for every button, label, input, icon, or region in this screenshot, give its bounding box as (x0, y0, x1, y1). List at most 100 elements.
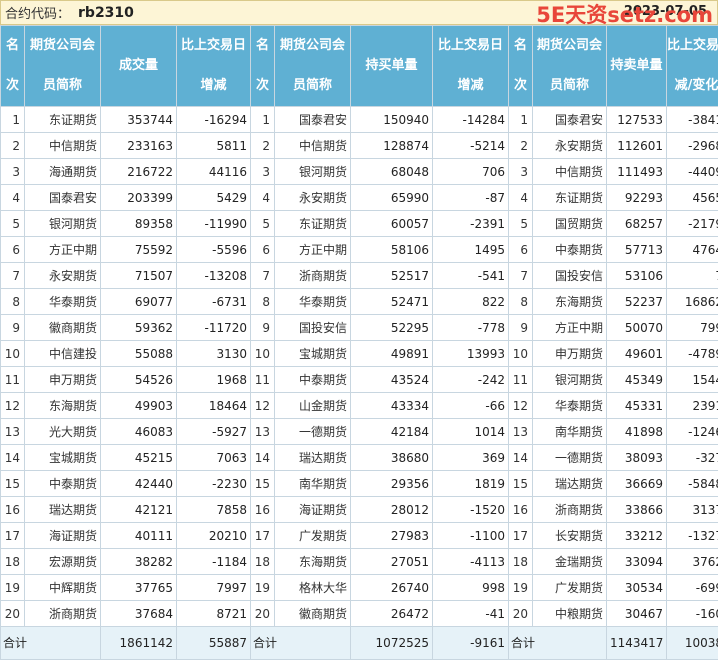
long-change-value: -1100 (432, 522, 509, 549)
long-value: 49891 (350, 340, 433, 367)
rank-cell: 1 (508, 106, 533, 133)
member-name: 申万期货 (24, 366, 101, 393)
rank-cell: 7 (250, 262, 275, 289)
member-name: 银河期货 (24, 210, 101, 237)
contract-label: 合约代码： (5, 7, 71, 22)
volume-change-value: 7063 (176, 444, 251, 471)
long-change-value: -5214 (432, 132, 509, 159)
short-change-value: 799 (666, 314, 718, 341)
rank-cell: 20 (0, 600, 25, 627)
volume-change-value: 18464 (176, 392, 251, 419)
table-row: 3 海通期货 216722 44116 3 银河期货 68048 706 3 中信期货 111493… (0, 158, 718, 185)
rank-cell: 9 (508, 314, 533, 341)
rank-cell: 20 (250, 600, 275, 627)
long-change-value: 998 (432, 574, 509, 601)
member-name: 东海期货 (24, 392, 101, 419)
contract-bar: 合约代码： rb2310 2023-07-05 5E天资setz.com (0, 0, 718, 27)
volume-change-value: 8721 (176, 600, 251, 627)
col-rank-short: 名次 (508, 25, 533, 107)
member-name: 格林大华 (274, 574, 351, 601)
volume-value: 46083 (100, 418, 177, 445)
volume-change-value: -11720 (176, 314, 251, 341)
long-change-value: 1495 (432, 236, 509, 263)
rank-cell: 18 (508, 548, 533, 575)
member-name: 银河期货 (274, 158, 351, 185)
rank-cell: 17 (0, 522, 25, 549)
rank-cell: 2 (250, 132, 275, 159)
rank-cell: 16 (250, 496, 275, 523)
rank-cell: 4 (0, 184, 25, 211)
short-value: 52237 (606, 288, 667, 315)
member-name: 金瑞期货 (532, 548, 607, 575)
volume-value: 37684 (100, 600, 177, 627)
long-value: 52471 (350, 288, 433, 315)
member-name: 东证期货 (274, 210, 351, 237)
long-change-value: -242 (432, 366, 509, 393)
member-name: 浙商期货 (24, 600, 101, 627)
long-value: 43334 (350, 392, 433, 419)
volume-value: 40111 (100, 522, 177, 549)
volume-change-value: 7997 (176, 574, 251, 601)
rank-cell: 19 (0, 574, 25, 601)
table-row: 16 瑞达期货 42121 7858 16 海证期货 28012 -1520 16 浙商期货 338… (0, 496, 718, 523)
volume-change-value: -16294 (176, 106, 251, 133)
rank-cell: 10 (250, 340, 275, 367)
member-name: 国投安信 (274, 314, 351, 341)
short-value: 45331 (606, 392, 667, 419)
member-name: 国泰君安 (532, 106, 607, 133)
table-row: 13 光大期货 46083 -5927 13 一德期货 42184 1014 13 南华期货 418… (0, 418, 718, 445)
short-value: 33094 (606, 548, 667, 575)
short-change-value: -2968 (666, 132, 718, 159)
col-volume-change: 比上交易日 增减 (176, 25, 251, 107)
rank-cell: 17 (250, 522, 275, 549)
table-row: 1 东证期货 353744 -16294 1 国泰君安 150940 -14284 1 国泰君安 1… (0, 106, 718, 133)
member-name: 徽商期货 (24, 314, 101, 341)
short-change-value: -699 (666, 574, 718, 601)
rank-cell: 6 (508, 236, 533, 263)
long-change-value: -66 (432, 392, 509, 419)
short-value: 50070 (606, 314, 667, 341)
long-change-value: -2391 (432, 210, 509, 237)
member-name: 一德期货 (274, 418, 351, 445)
member-name: 银河期货 (532, 366, 607, 393)
long-value: 26472 (350, 600, 433, 627)
table-row: 6 方正中期 75592 -5596 6 方正中期 58106 1495 6 中泰期货 57713 4… (0, 236, 718, 263)
member-name: 国泰君安 (24, 184, 101, 211)
rank-cell: 2 (0, 132, 25, 159)
rank-cell: 19 (250, 574, 275, 601)
short-value: 41898 (606, 418, 667, 445)
rank-cell: 15 (508, 470, 533, 497)
member-name: 宝城期货 (274, 340, 351, 367)
long-change-value: 1819 (432, 470, 509, 497)
rank-cell: 20 (508, 600, 533, 627)
table-row: 4 国泰君安 203399 5429 4 永安期货 65990 -87 4 东证期货 92293 45… (0, 184, 718, 211)
long-value: 68048 (350, 158, 433, 185)
total-short-change: 10038 (666, 626, 718, 660)
rank-cell: 7 (0, 262, 25, 289)
volume-change-value: -13208 (176, 262, 251, 289)
member-name: 华泰期货 (24, 288, 101, 315)
short-change-value: 4764 (666, 236, 718, 263)
rank-cell: 8 (508, 288, 533, 315)
short-change-value: 1544 (666, 366, 718, 393)
short-value: 112601 (606, 132, 667, 159)
rank-cell: 3 (0, 158, 25, 185)
rank-cell: 1 (0, 106, 25, 133)
long-value: 52517 (350, 262, 433, 289)
short-change-value: -1327 (666, 522, 718, 549)
rank-cell: 5 (250, 210, 275, 237)
long-change-value: -14284 (432, 106, 509, 133)
rank-cell: 16 (0, 496, 25, 523)
member-name: 中信期货 (274, 132, 351, 159)
member-name: 南华期货 (274, 470, 351, 497)
table-row: 18 宏源期货 38282 -1184 18 东海期货 27051 -4113 18 金瑞期货 33… (0, 548, 718, 575)
total-volume-change: 55887 (176, 626, 251, 660)
rank-cell: 3 (508, 158, 533, 185)
rank-cell: 12 (508, 392, 533, 419)
rank-cell: 5 (0, 210, 25, 237)
rank-cell: 13 (508, 418, 533, 445)
table-row: 10 中信建投 55088 3130 10 宝城期货 49891 13993 10 申万期货 496… (0, 340, 718, 367)
long-change-value: -778 (432, 314, 509, 341)
long-value: 43524 (350, 366, 433, 393)
